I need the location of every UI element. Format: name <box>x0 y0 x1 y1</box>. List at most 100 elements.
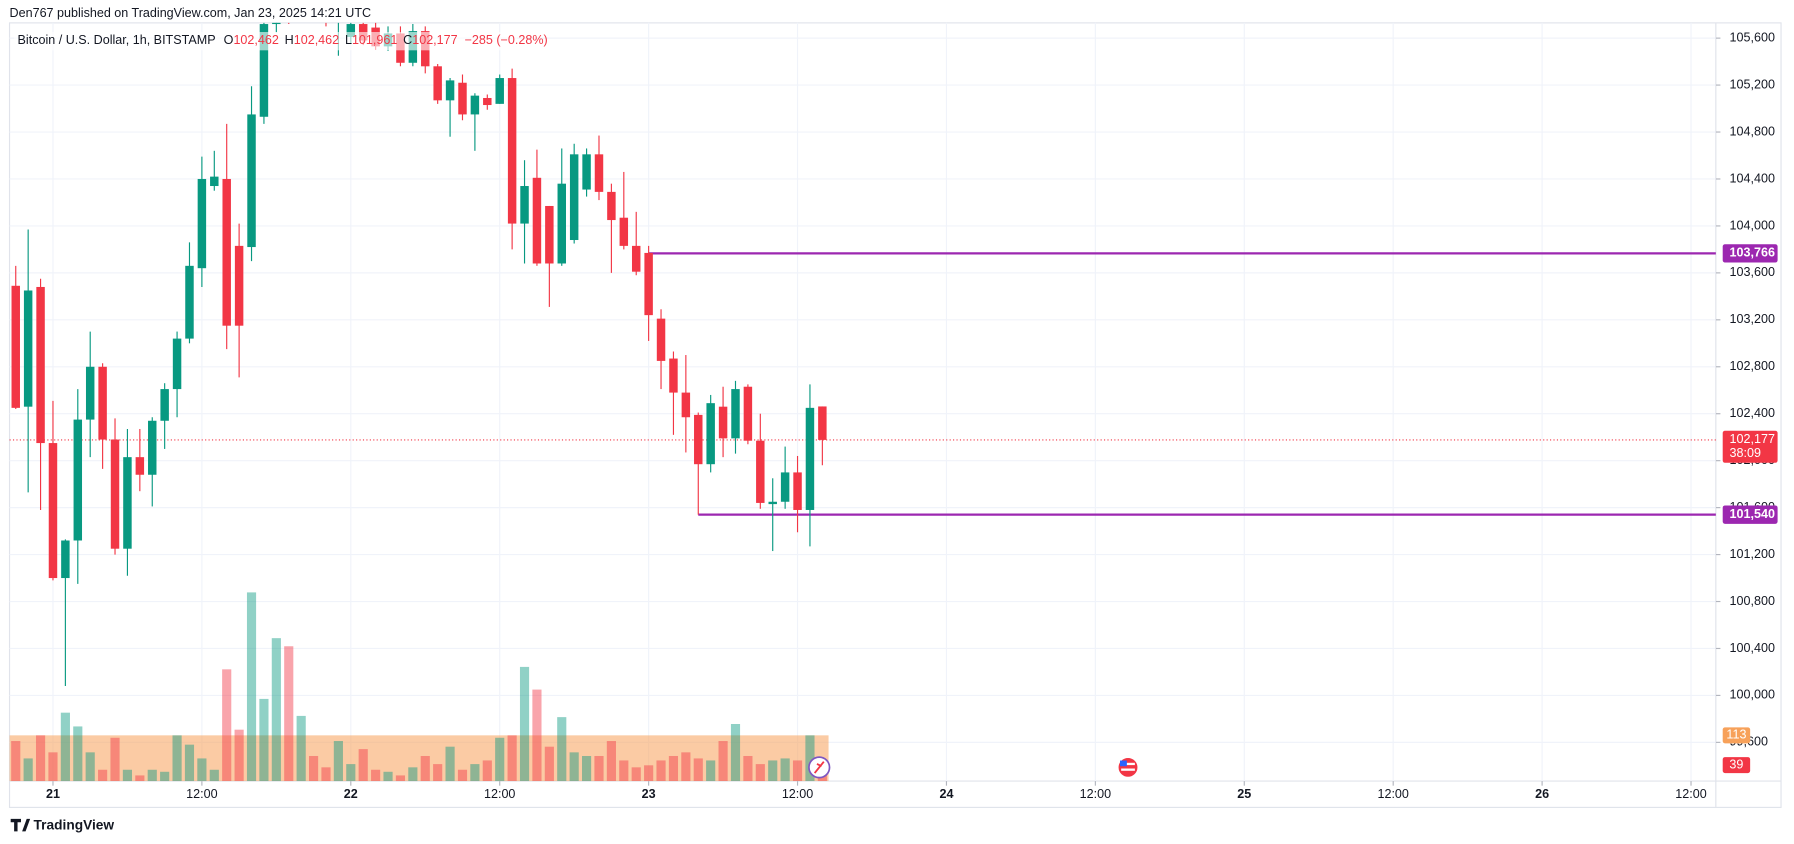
volume-pane <box>9 592 829 782</box>
volume-bar <box>60 712 70 782</box>
legend-key: C <box>403 33 412 47</box>
legend-value: 102,462 <box>294 33 339 47</box>
candle-body <box>259 24 269 117</box>
level-badge-label: 103,766 <box>1730 246 1775 260</box>
legend: Bitcoin / U.S. Dollar, 1h, BITSTAMP O 102… <box>18 33 548 47</box>
volume-bar <box>209 769 219 782</box>
candle-body <box>793 472 802 510</box>
level-badge-bg <box>1722 244 1778 263</box>
volume-bar <box>73 726 83 782</box>
volume-bar <box>23 758 33 782</box>
flag-stripe <box>1121 762 1135 766</box>
y-tick-label: 105,600 <box>1730 30 1775 44</box>
volume-bar <box>271 638 281 782</box>
flag-stripe <box>1121 768 1135 771</box>
symbol: Bitcoin / U.S. Dollar, 1h, BITSTAMP <box>18 33 216 47</box>
volume-bar <box>755 764 765 782</box>
flag-icon[interactable] <box>1116 756 1140 779</box>
level-badge-bg <box>1722 505 1778 524</box>
x-tick-label: 12:00 <box>186 787 217 801</box>
candle-body <box>495 78 504 104</box>
candle-body <box>607 191 616 221</box>
candle-body <box>768 501 777 505</box>
candle-body <box>135 457 145 475</box>
candle-body <box>85 366 95 420</box>
candle-body <box>631 245 641 272</box>
volume-bar <box>259 698 269 782</box>
y-tick-label: 103,200 <box>1730 312 1775 326</box>
candle-body <box>185 265 194 339</box>
candle-body <box>644 252 653 316</box>
candle-body <box>23 290 33 407</box>
candle-body <box>160 389 169 421</box>
candle-body <box>681 392 691 418</box>
volume-ma-label: 113 <box>1726 728 1746 742</box>
volume-bar <box>606 741 616 782</box>
candle-body <box>545 205 554 264</box>
volume-bar <box>35 735 46 782</box>
volume-bar <box>222 669 232 782</box>
volume-bar <box>644 765 654 782</box>
candle-body <box>11 285 20 408</box>
volume-bar <box>668 755 679 782</box>
legend-key: O <box>224 33 234 47</box>
volume-bar <box>197 758 207 782</box>
candle-body <box>594 154 604 192</box>
volume-bar <box>85 752 95 782</box>
volume-bar <box>557 717 567 782</box>
y-tick-label: 103,600 <box>1730 265 1775 279</box>
volume-bar <box>470 764 480 782</box>
legend-value: 101,961 <box>352 33 397 47</box>
volume-bar <box>656 760 666 782</box>
y-tick-label: 102,400 <box>1730 406 1775 420</box>
economic-event-icon[interactable] <box>1116 756 1140 779</box>
volume-bar <box>594 755 604 782</box>
candle-body <box>247 114 256 248</box>
volume-bar <box>395 775 406 782</box>
volume-badge-bg <box>1722 757 1751 774</box>
candle-body <box>718 406 728 439</box>
volume-bar <box>507 735 517 782</box>
candle-body <box>557 183 566 264</box>
volume-bar <box>358 749 368 782</box>
candle-body <box>818 406 827 440</box>
x-tick-label: 23 <box>642 787 656 801</box>
candle-body <box>694 414 703 465</box>
volume-bar <box>135 775 145 782</box>
x-tick-label: 12:00 <box>1377 787 1408 801</box>
candle-body <box>619 217 629 246</box>
flag-canton <box>1120 760 1127 767</box>
y-tick-label: 101,200 <box>1730 547 1775 561</box>
volume-bar <box>371 769 381 782</box>
volume-bar <box>693 758 703 782</box>
volume-bar <box>308 755 319 782</box>
x-tick-label: 12:00 <box>782 787 813 801</box>
volume-bar <box>532 689 542 782</box>
x-tick-label: 26 <box>1535 787 1549 801</box>
candle-body <box>197 178 207 269</box>
candle-body <box>743 386 753 441</box>
candle-body <box>470 95 480 115</box>
brand-logo <box>10 818 31 832</box>
grid <box>9 22 1716 782</box>
candle-body <box>805 407 815 510</box>
volume-bar <box>184 744 195 782</box>
event-icon[interactable] <box>808 756 831 779</box>
y-tick-label: 102,800 <box>1730 359 1775 373</box>
volume-bar <box>433 764 443 782</box>
volume-bar <box>346 764 356 782</box>
last-price-badge-bg <box>1722 430 1778 463</box>
volume-bar <box>172 735 182 782</box>
volume-bar <box>780 758 790 782</box>
candle-body <box>582 154 591 190</box>
candle-body <box>73 419 83 541</box>
countdown-label: 38:09 <box>1730 446 1761 460</box>
volume-bar <box>743 755 753 782</box>
volume-bar <box>495 737 505 782</box>
legend-key: L <box>345 33 352 47</box>
volume-bar <box>631 767 641 782</box>
volume-bar <box>792 760 803 782</box>
volume-bar <box>619 760 629 782</box>
